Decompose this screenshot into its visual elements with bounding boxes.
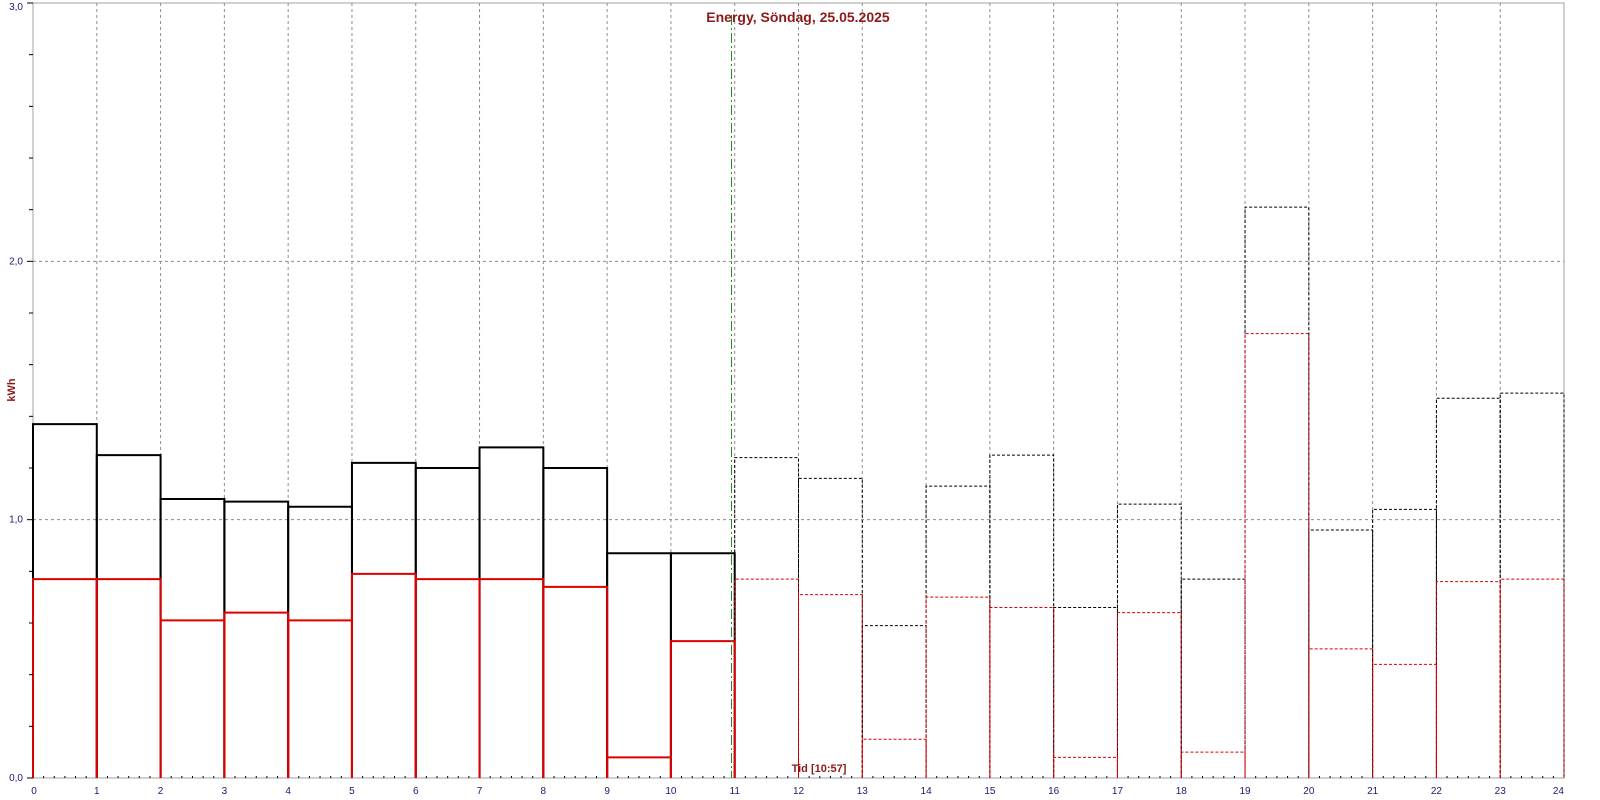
x-axis-title: Tid [10:57] xyxy=(792,763,847,775)
x-tick-label-19: 19 xyxy=(1239,786,1251,797)
secondary-bar-0 xyxy=(32,578,98,778)
total-bar-17 xyxy=(1116,503,1182,778)
axes: 0,01,02,03,00 1 2 3 4 5 6 7 8 9 10 11 12 13 14 15 16 17 18… xyxy=(9,2,1564,797)
y-tick-label-3: 3,0 xyxy=(9,2,23,13)
total-bar-6 xyxy=(414,467,481,778)
secondary-bar-10 xyxy=(669,640,736,778)
y-tick-label-0: 0,0 xyxy=(9,773,23,784)
x-tick-label-5: 5 xyxy=(349,786,355,797)
x-tick-label-18: 18 xyxy=(1176,786,1188,797)
x-tick-label-22: 22 xyxy=(1431,786,1443,797)
x-tick-label-23: 23 xyxy=(1495,786,1507,797)
secondary-bar-15 xyxy=(989,607,1055,778)
y-tick-label-2: 2,0 xyxy=(9,256,23,267)
secondary-bar-14 xyxy=(925,596,991,778)
secondary-bar-19 xyxy=(1244,333,1310,778)
total-bar-8 xyxy=(542,467,609,778)
y-tick-label-1: 1,0 xyxy=(9,515,23,526)
x-tick-label-6: 6 xyxy=(413,786,419,797)
secondary-bar-11 xyxy=(734,578,799,778)
total-bar-16 xyxy=(1053,607,1118,778)
secondary-bar-18 xyxy=(1180,751,1246,778)
secondary-bar-8 xyxy=(542,585,609,778)
x-tick-label-0: 0 xyxy=(31,786,37,797)
total-bar-7 xyxy=(478,446,545,778)
total-bar-0 xyxy=(32,423,98,778)
x-tick-label-10: 10 xyxy=(665,786,677,797)
secondary-bar-12 xyxy=(798,594,863,778)
secondary-bar-21 xyxy=(1372,663,1437,778)
secondary-bar-9 xyxy=(606,756,672,778)
total-bar-23 xyxy=(1499,392,1565,778)
total-bar-5 xyxy=(350,461,417,778)
x-tick-label-24: 24 xyxy=(1553,786,1565,797)
bars xyxy=(32,206,1565,778)
x-tick-label-7: 7 xyxy=(477,786,483,797)
x-tick-label-9: 9 xyxy=(604,786,610,797)
x-tick-label-11: 11 xyxy=(730,786,741,797)
x-tick-label-15: 15 xyxy=(984,786,996,797)
x-tick-label-12: 12 xyxy=(793,786,805,797)
total-bar-11 xyxy=(734,457,799,778)
x-tick-label-16: 16 xyxy=(1048,786,1060,797)
x-tick-label-13: 13 xyxy=(857,786,869,797)
total-bar-14 xyxy=(925,485,991,778)
total-bar-19 xyxy=(1244,206,1310,778)
secondary-bar-7 xyxy=(478,578,545,778)
total-bar-1 xyxy=(95,454,162,778)
total-bar-4 xyxy=(287,505,353,778)
secondary-bar-3 xyxy=(223,611,290,778)
secondary-bar-6 xyxy=(414,578,481,778)
secondary-bar-17 xyxy=(1116,612,1182,778)
x-tick-label-1: 1 xyxy=(94,786,100,797)
chart-title: Energy, Söndag, 25.05.2025 xyxy=(706,9,890,25)
total-bar-3 xyxy=(223,500,290,778)
x-tick-label-8: 8 xyxy=(541,786,547,797)
secondary-bar-1 xyxy=(95,578,162,778)
secondary-bar-16 xyxy=(1053,756,1118,778)
total-bar-21 xyxy=(1372,508,1437,778)
x-tick-label-4: 4 xyxy=(285,786,291,797)
secondary-bar-22 xyxy=(1435,581,1501,778)
total-bar-18 xyxy=(1180,578,1246,778)
secondary-bar-4 xyxy=(287,619,353,778)
x-tick-label-21: 21 xyxy=(1367,786,1379,797)
x-tick-label-20: 20 xyxy=(1303,786,1315,797)
total-bar-20 xyxy=(1308,529,1374,778)
x-tick-label-14: 14 xyxy=(921,786,933,797)
y-axis-title: kWh xyxy=(6,378,18,402)
total-bar-22 xyxy=(1435,397,1501,778)
secondary-bar-2 xyxy=(159,619,226,778)
total-bar-9 xyxy=(606,552,672,778)
total-bar-10 xyxy=(669,552,736,778)
total-bar-13 xyxy=(861,625,927,778)
total-bar-12 xyxy=(798,477,863,778)
x-tick-label-17: 17 xyxy=(1112,786,1124,797)
total-bar-2 xyxy=(159,498,226,778)
secondary-bar-20 xyxy=(1308,648,1374,778)
x-tick-label-3: 3 xyxy=(222,786,228,797)
secondary-bar-13 xyxy=(861,738,927,778)
x-tick-label-2: 2 xyxy=(158,786,164,797)
secondary-bar-5 xyxy=(350,572,417,778)
total-bar-15 xyxy=(989,454,1055,778)
secondary-bar-23 xyxy=(1499,578,1565,778)
